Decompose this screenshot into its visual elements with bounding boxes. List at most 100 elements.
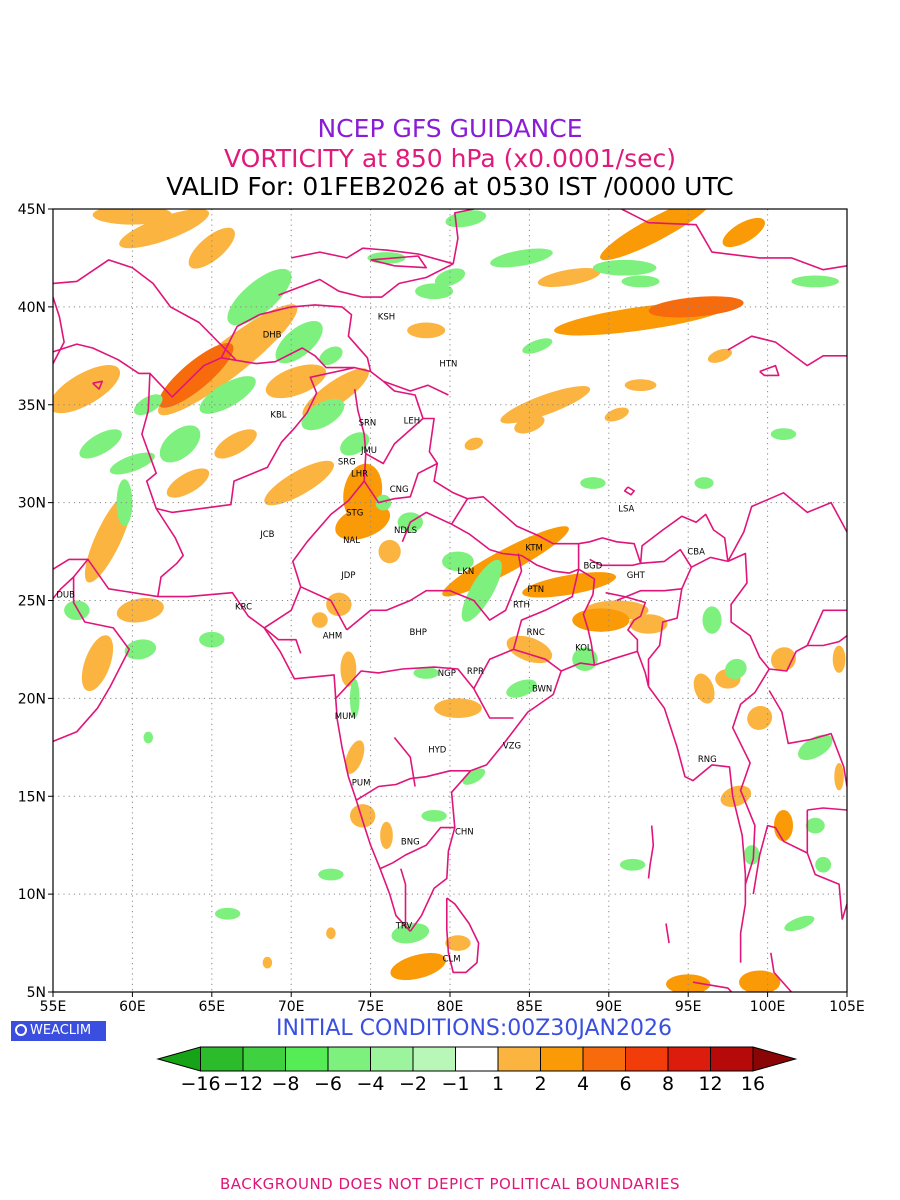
colorbar-swatch: [370, 1046, 414, 1072]
lat-tick-label: 30N: [18, 496, 46, 512]
station-label: HTN: [439, 360, 457, 370]
station-label: VZG: [503, 741, 521, 751]
boundary-line: [727, 335, 847, 367]
vorticity-positive: [572, 608, 630, 632]
station-label: RTH: [513, 600, 530, 610]
vorticity-negative: [124, 639, 157, 660]
boundary-line: [647, 825, 655, 879]
station-label: STG: [346, 508, 363, 518]
colorbar-label: −8: [271, 1073, 299, 1095]
station-label: CBA: [687, 548, 705, 558]
station-label: GHT: [627, 571, 646, 581]
colorbar-label: −16: [180, 1073, 220, 1095]
vorticity-positive: [648, 296, 744, 318]
boundary-line: [768, 690, 847, 787]
vorticity-positive: [349, 804, 376, 828]
station-label: PUM: [352, 779, 371, 789]
brand-label: WEACLIM: [30, 1023, 92, 1038]
boundary-line: [263, 627, 302, 654]
station-label: KBL: [270, 411, 286, 421]
boundary-line: [770, 952, 792, 992]
vorticity-negative: [462, 768, 486, 785]
vorticity-positive: [390, 953, 447, 981]
title-model: NCEP GFS GUIDANCE: [317, 114, 583, 143]
boundary-line: [806, 609, 847, 646]
boundary-line: [578, 568, 596, 666]
colorbar-swatch: [540, 1046, 584, 1072]
boundary-line: [355, 770, 471, 801]
lon-tick-label: 80E: [437, 999, 464, 1015]
lon-tick-label: 70E: [278, 999, 305, 1015]
vorticity-positive: [119, 209, 210, 249]
lon-tick-label: 85E: [516, 999, 543, 1015]
vorticity-positive: [407, 322, 446, 339]
vorticity-positive: [335, 504, 391, 540]
boundary-line: [278, 263, 454, 298]
vorticity-negative: [805, 817, 825, 834]
station-label: BNG: [401, 837, 420, 847]
boundary-line: [53, 259, 237, 361]
vorticity-positive: [262, 956, 273, 969]
station-label: DHB: [263, 330, 282, 340]
vorticity-negative: [791, 275, 840, 288]
vorticity-positive: [834, 762, 844, 791]
boundary-line: [401, 511, 452, 543]
boundary-line: [512, 569, 580, 650]
station-label: KRC: [235, 602, 252, 612]
boundary-line: [605, 591, 647, 652]
vorticity-positive: [537, 268, 601, 287]
vorticity-positive: [600, 209, 713, 261]
vorticity-positive: [506, 635, 553, 664]
colorbar-label: 12: [698, 1073, 722, 1095]
vorticity-negative: [621, 275, 660, 288]
vorticity-negative: [461, 559, 502, 622]
boundary-line: [727, 492, 847, 562]
vorticity-positive: [188, 227, 235, 269]
boundary-line: [291, 247, 454, 265]
boundary-line: [841, 903, 847, 920]
colorbar-label: 16: [741, 1073, 765, 1095]
boundary-line: [53, 558, 88, 570]
colorbar-swatch: [285, 1046, 329, 1072]
vorticity-positive: [326, 927, 336, 940]
colorbar-end-right: [752, 1046, 798, 1072]
colorbar-swatch: [582, 1046, 626, 1072]
station-label: AHM: [323, 632, 343, 642]
station-label: JDP: [340, 571, 355, 581]
vorticity-positive: [265, 364, 327, 399]
station-label: RNG: [698, 755, 717, 765]
lon-tick-label: 105E: [829, 999, 865, 1015]
lat-tick-label: 15N: [18, 789, 46, 805]
boundary-line: [263, 627, 411, 932]
vorticity-negative: [702, 606, 722, 634]
vorticity-negative: [159, 425, 201, 463]
station-label: BGD: [584, 561, 603, 571]
lon-tick-label: 100E: [750, 999, 786, 1015]
station-label: NDLS: [394, 526, 417, 536]
vorticity-positive: [464, 437, 483, 451]
boundary-line: [647, 686, 747, 963]
boundary-line: [446, 897, 480, 974]
colorbar-swatch: [497, 1046, 541, 1072]
vorticity-positive: [720, 785, 752, 807]
vorticity-negative: [227, 268, 292, 326]
lat-tick-label: 10N: [18, 887, 46, 903]
vorticity-negative: [116, 479, 133, 527]
vorticity-negative: [318, 868, 344, 881]
vorticity-positive: [773, 809, 794, 842]
vorticity-negative: [442, 551, 474, 572]
vorticity-negative: [694, 477, 714, 489]
boundary-line: [335, 666, 514, 719]
vorticity-positive: [739, 970, 781, 992]
lon-tick-label: 75E: [357, 999, 384, 1015]
vorticity-negative: [415, 283, 454, 300]
colorbar-label: 4: [577, 1073, 589, 1095]
station-label: CLM: [443, 955, 461, 965]
vorticity-positive: [340, 651, 357, 687]
boundary-line: [220, 304, 372, 372]
vorticity-negative: [319, 346, 343, 366]
station-label: LHR: [351, 469, 368, 479]
station-label: DUB: [56, 591, 75, 601]
colorbar-swatch: [327, 1046, 371, 1072]
station-label: CHN: [455, 827, 474, 837]
